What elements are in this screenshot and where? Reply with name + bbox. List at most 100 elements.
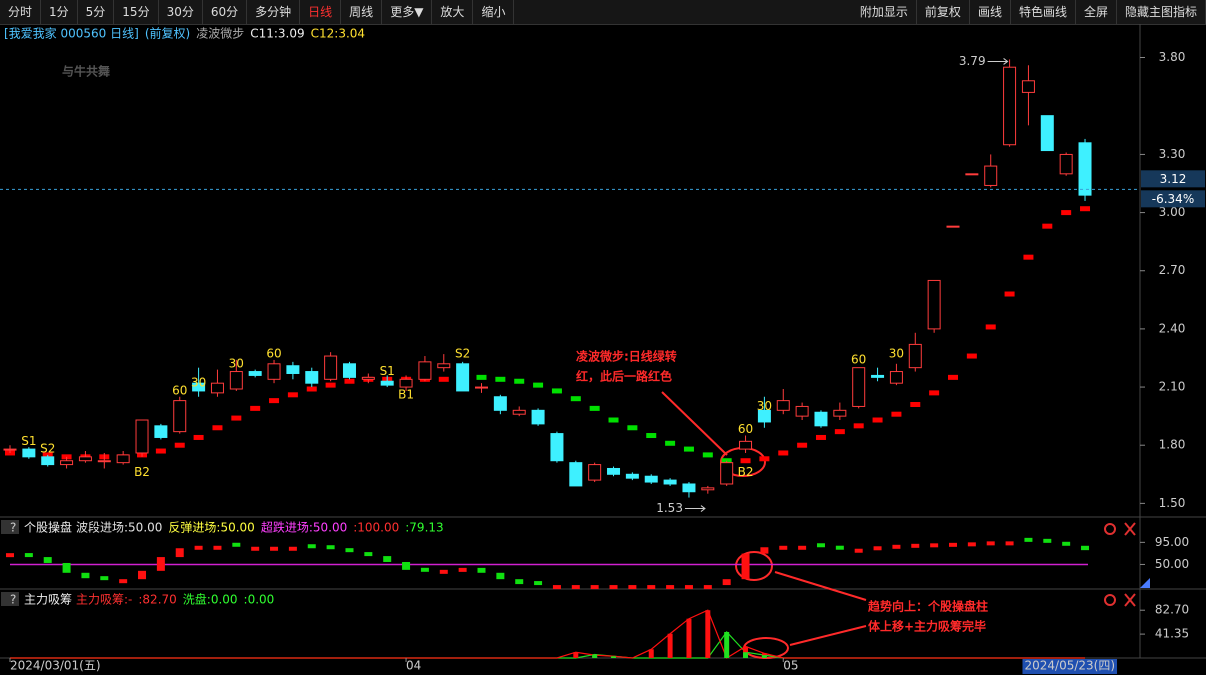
date-label: 05 (783, 659, 798, 673)
candle-body (833, 409, 847, 417)
candle-body (418, 361, 432, 380)
indicator-bar (326, 545, 335, 550)
y-tick-label: 3.00 (1159, 205, 1186, 219)
cursor-box (1141, 170, 1205, 188)
candle-body (701, 487, 715, 491)
annotation-shapes (661, 391, 867, 659)
legend-text: (前复权) (145, 26, 190, 41)
main-bar (705, 610, 711, 658)
indicator-bar (892, 544, 901, 549)
signal-label: S2 (40, 442, 55, 456)
toolbar-button[interactable]: 附加显示 (852, 0, 917, 24)
toolbar-button[interactable]: 15分 (114, 0, 159, 24)
watermark: 与牛共舞 (62, 64, 110, 79)
toolbar-button[interactable]: 日线 (300, 0, 342, 24)
indicator-bar (175, 548, 184, 558)
cursor-box (1141, 190, 1205, 208)
signal-label: B2 (134, 465, 150, 479)
indicator-bar (119, 579, 128, 584)
indicator-bar (383, 556, 392, 562)
toolbar-button[interactable]: 5分 (78, 0, 115, 24)
step-dash (910, 402, 921, 408)
indicator-bar (873, 546, 882, 551)
candle-body (493, 396, 507, 411)
indicator-bar (703, 585, 712, 590)
indicator-bar (138, 570, 147, 580)
toolbar-button[interactable]: 1分 (41, 0, 78, 24)
legend-text: [我爱我家 000560 日线] (4, 26, 139, 41)
indicator-bar (6, 553, 14, 558)
signal-label: S1 (21, 434, 36, 448)
legend-text: 凌波微步 (196, 27, 244, 41)
indicator-bar (402, 561, 411, 570)
indicator-bar (364, 552, 373, 557)
candle-body (456, 363, 470, 392)
annotation: 体上移+主力吸筹完毕 (868, 619, 986, 634)
low-label: 1.53 (656, 501, 683, 515)
candle-body (361, 376, 375, 380)
candle-body (776, 400, 790, 411)
panel-title: 主力吸筹 (24, 593, 72, 607)
step-dash (212, 425, 223, 431)
y-tick-label: 1.80 (1159, 438, 1186, 452)
indicator-bar (722, 579, 731, 586)
step-dash (514, 378, 525, 384)
step-dash (853, 423, 864, 429)
date-label: 2024/03/01(五) (10, 659, 101, 673)
toolbar-button[interactable]: 画线 (970, 0, 1011, 24)
cursor-price: 3.12 (1160, 172, 1187, 186)
step-dash (570, 396, 581, 402)
signal-label: B2 (738, 465, 754, 479)
step-dash (608, 417, 619, 423)
indicator-bar (1024, 537, 1033, 542)
signal-label: 30 (757, 399, 772, 413)
toolbar-button[interactable]: 全屏 (1076, 0, 1117, 24)
candle-body (946, 225, 960, 228)
candle-body (342, 363, 356, 378)
toolbar-button[interactable]: 多分钟 (247, 0, 301, 24)
candle-body (908, 343, 922, 369)
candle-body (569, 462, 583, 487)
candle-body (324, 355, 338, 380)
candle-body (78, 456, 92, 462)
low-arrow (684, 505, 706, 512)
toolbar-button[interactable]: 60分 (203, 0, 248, 24)
candle-body (927, 279, 941, 330)
step-dash (1042, 223, 1053, 229)
legend-text: :79.13 (405, 521, 443, 535)
legend-text: :0.00 (244, 593, 275, 607)
indicator-bar (798, 545, 807, 550)
annotation: 凌波微步:日线绿转 (576, 349, 677, 364)
candle-body (607, 467, 621, 475)
candle-body (192, 382, 206, 392)
candle-body (1059, 153, 1073, 175)
toolbar-button[interactable]: 30分 (159, 0, 203, 24)
main-line (10, 609, 1086, 659)
step-dash (985, 324, 996, 330)
candle-body (1078, 142, 1092, 196)
indicator-bar (835, 545, 844, 550)
toolbar-button[interactable]: 分时 (0, 0, 42, 24)
toolbar-button[interactable]: 周线 (341, 0, 383, 24)
toolbar-button[interactable]: 前复权 (917, 0, 970, 24)
step-dash (929, 390, 940, 396)
candle-body (305, 371, 319, 384)
candle-body (814, 411, 828, 427)
toolbar-button[interactable]: 更多▼ (382, 0, 433, 24)
candle-body (97, 460, 111, 463)
step-dash (740, 458, 751, 464)
toolbar-button[interactable]: 隐藏主图指标 (1117, 0, 1206, 24)
indicator-bar (270, 546, 279, 551)
candle-body (965, 173, 979, 176)
indicator-bar (515, 579, 524, 585)
toolbar-button[interactable]: 缩小 (473, 0, 515, 24)
candle-body (475, 386, 488, 389)
step-dash (533, 382, 544, 388)
toolbar-button[interactable]: 特色画线 (1011, 0, 1076, 24)
indicator-bar (647, 585, 656, 590)
step-dash (250, 405, 261, 411)
step-dash (891, 411, 902, 417)
toolbar-button[interactable]: 放大 (432, 0, 474, 24)
candle-body (757, 409, 771, 423)
